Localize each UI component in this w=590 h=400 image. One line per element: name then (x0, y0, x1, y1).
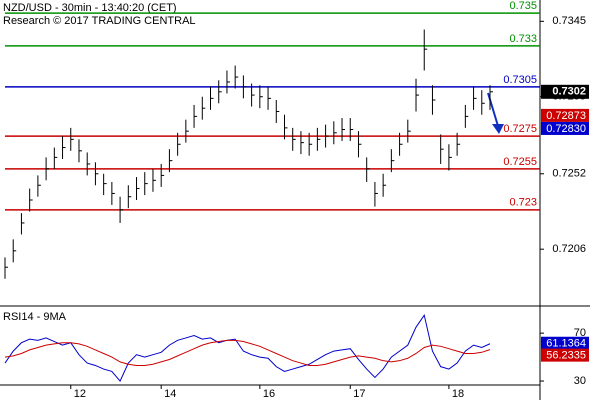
forecast-arrow-head (492, 124, 504, 134)
price-label: 0.72830 (546, 123, 586, 135)
x-tick-label: 14 (164, 388, 176, 400)
x-tick-label: 12 (74, 388, 86, 400)
chart-subtitle: Research © 2017 TRADING CENTRAL (3, 15, 196, 27)
level-label: 0.7255 (503, 156, 537, 168)
x-tick-label: 16 (263, 388, 275, 400)
rsi-title: RSI14 - 9MA (3, 311, 67, 323)
level-label: 0.735 (509, 0, 537, 12)
y-tick-label: 0.7345 (552, 15, 586, 27)
level-label: 0.723 (509, 197, 537, 209)
level-label: 0.7275 (503, 123, 537, 135)
level-label: 0.7305 (503, 74, 537, 86)
last-price-label: 0.7302 (552, 86, 586, 98)
price-label: 0.72873 (546, 110, 586, 122)
y-tick-label: 70 (574, 327, 586, 339)
x-tick-label: 17 (353, 388, 365, 400)
y-tick-label: 30 (574, 375, 586, 387)
price-box (541, 108, 589, 122)
rsi-value-box (541, 336, 589, 350)
rsi-value-box (541, 348, 589, 362)
price-box (541, 121, 589, 135)
chart-title: NZD/USD - 30min - 13:40:20 (CET) (3, 2, 177, 14)
x-tick-label: 18 (452, 388, 464, 400)
level-label: 0.733 (509, 33, 537, 45)
rsi-value-label: 61.1364 (546, 338, 586, 350)
y-tick-label: 0.7206 (552, 243, 586, 255)
rsi-line (4, 313, 491, 382)
rsi-line (4, 339, 491, 366)
last-price-box (541, 84, 589, 99)
rsi-value-label: 56.2335 (546, 350, 586, 362)
y-tick-label: 0.7252 (552, 168, 586, 180)
